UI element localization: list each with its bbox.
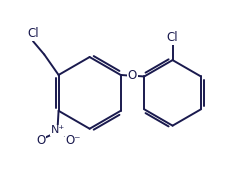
Text: Cl: Cl xyxy=(27,27,39,40)
Text: O⁻: O⁻ xyxy=(66,134,81,147)
Text: N⁺: N⁺ xyxy=(50,125,65,135)
Text: O: O xyxy=(36,134,46,147)
Text: O: O xyxy=(127,69,137,82)
Text: Cl: Cl xyxy=(166,31,178,44)
